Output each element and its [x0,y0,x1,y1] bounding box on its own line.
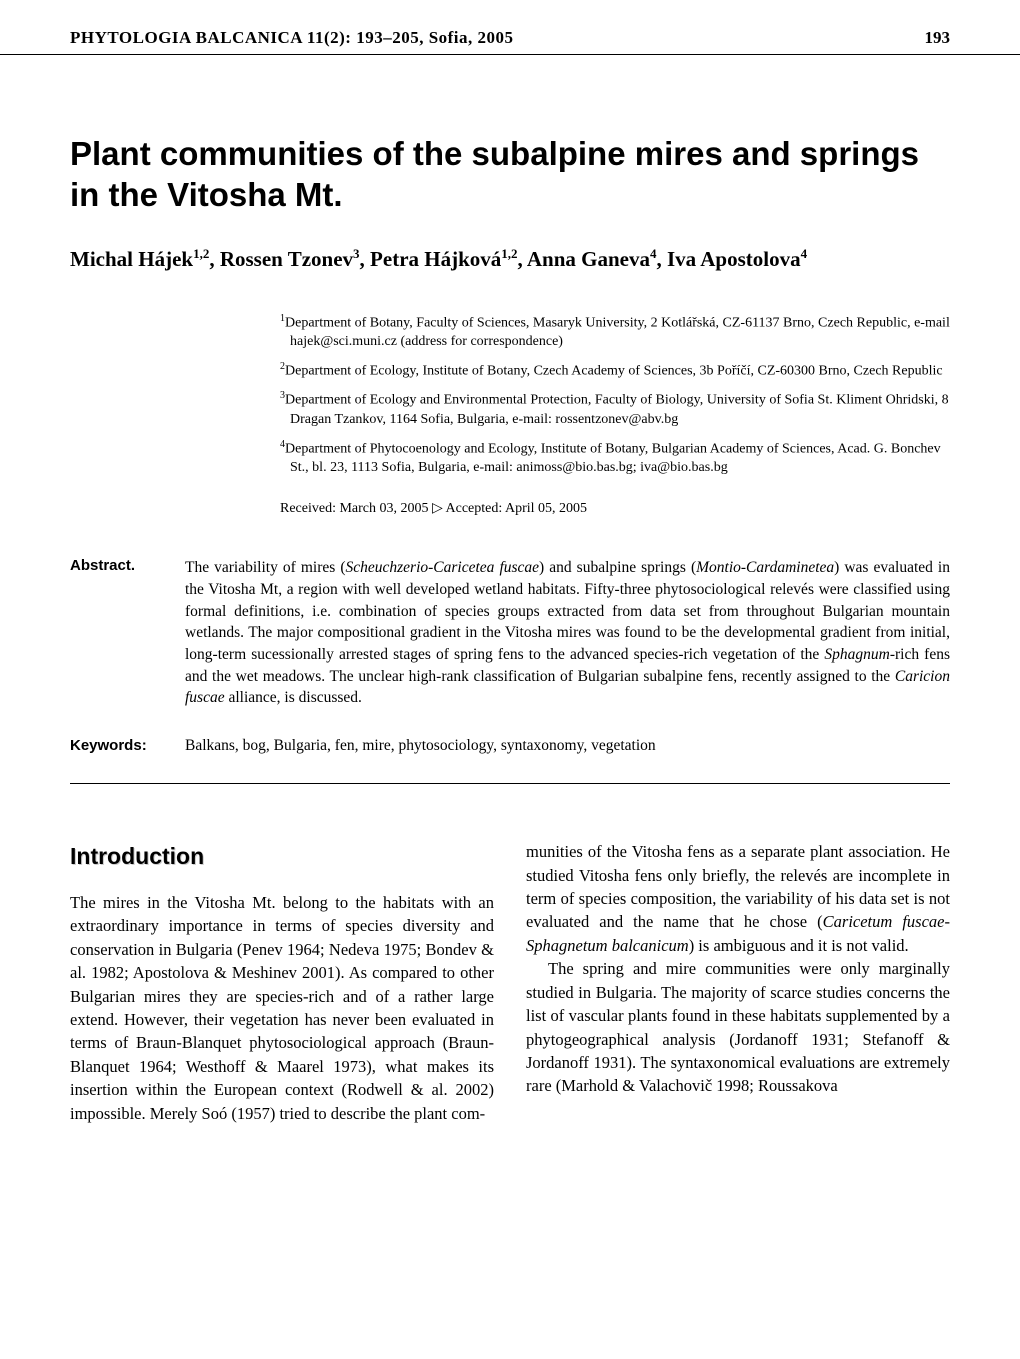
body-paragraph: munities of the Vitosha fens as a separa… [526,840,950,957]
article-title: Plant communities of the subalpine mires… [70,133,950,216]
authors-line: Michal Hájek1,2, Rossen Tzonev3, Petra H… [70,246,950,272]
keywords-section: Keywords: Balkans, bog, Bulgaria, fen, m… [70,737,950,755]
section-divider [70,783,950,784]
abstract-text: The variability of mires (Scheuchzerio-C… [185,557,950,709]
body-paragraph: The spring and mire communities were onl… [526,957,950,1098]
abstract-section: Abstract. The variability of mires (Sche… [70,557,950,709]
section-heading: Introduction [70,840,494,873]
affiliations-block: 1Department of Botany, Faculty of Scienc… [280,312,950,479]
affiliation: 2Department of Ecology, Institute of Bot… [280,360,950,382]
page-number: 193 [925,28,951,48]
body-paragraph: The mires in the Vitosha Mt. belong to t… [70,891,494,1125]
column-right: munities of the Vitosha fens as a separa… [526,840,950,1125]
column-left: Introduction The mires in the Vitosha Mt… [70,840,494,1125]
keywords-label: Keywords: [70,737,185,754]
affiliation: 4Department of Phytocoenology and Ecolog… [280,438,950,478]
journal-info: PHYTOLOGIA BALCANICA 11(2): 193–205, Sof… [70,28,514,48]
abstract-label: Abstract. [70,557,185,574]
page-content: Plant communities of the subalpine mires… [0,133,1020,1125]
affiliation: 1Department of Botany, Faculty of Scienc… [280,312,950,352]
affiliation: 3Department of Ecology and Environmental… [280,389,950,429]
running-header: PHYTOLOGIA BALCANICA 11(2): 193–205, Sof… [0,0,1020,55]
keywords-text: Balkans, bog, Bulgaria, fen, mire, phyto… [185,737,656,755]
received-accepted: Received: March 03, 2005 ▷ Accepted: Apr… [280,500,950,517]
body-columns: Introduction The mires in the Vitosha Mt… [70,840,950,1125]
